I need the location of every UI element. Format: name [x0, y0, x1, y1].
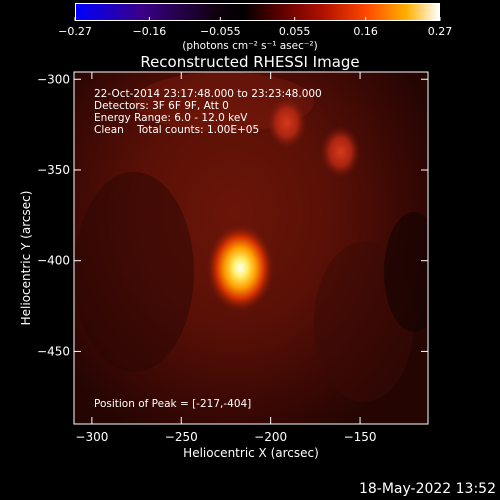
- image-panel: 22-Oct-2014 23:17:48.000 to 23:23:48.000…: [74, 72, 428, 424]
- colorbar: [75, 3, 440, 21]
- y-tick-label: −400: [37, 254, 70, 268]
- heatmap-layer: [74, 72, 428, 402]
- y-tick-label: −450: [37, 344, 70, 358]
- detectors-text: Detectors: 3F 6F 9F, Att 0: [94, 100, 229, 112]
- y-tick-label: −300: [37, 72, 70, 86]
- colorbar-tick-label: −0.055: [200, 25, 241, 38]
- x-tick-label: −300: [75, 430, 108, 444]
- timestamp: 18-May-2022 13:52: [358, 481, 496, 497]
- peak-position-text: Position of Peak = [-217,-404]: [94, 398, 252, 410]
- colorbar-tick-label: 0.16: [353, 25, 378, 38]
- secondary-source: [266, 96, 307, 149]
- y-tick-label: −350: [37, 163, 70, 177]
- plot-frame: [73, 71, 429, 425]
- x-tick-label: −150: [344, 430, 377, 444]
- peak-source: [206, 223, 275, 313]
- secondary-source: [320, 125, 361, 178]
- colorbar-tick-label: 0.27: [428, 25, 453, 38]
- energy-range-text: Energy Range: 6.0 - 12.0 keV: [94, 112, 248, 124]
- colorbar-ticks: −0.27 −0.16 −0.055 0.055 0.16 0.27: [58, 17, 453, 38]
- x-tick-label: −200: [254, 430, 287, 444]
- time-range-text: 22-Oct-2014 23:17:48.000 to 23:23:48.000: [94, 88, 322, 100]
- colorbar-tick-label: 0.055: [279, 25, 311, 38]
- x-axis-label: Heliocentric X (arcsec): [183, 446, 319, 460]
- colorbar-units-label: (photons cm⁻² s⁻¹ asec⁻²): [182, 40, 318, 52]
- chart-title: Reconstructed RHESSI Image: [140, 53, 360, 71]
- colorbar-tick-label: −0.16: [132, 25, 166, 38]
- x-tick-label: −250: [165, 430, 198, 444]
- colorbar-tick-label: −0.27: [58, 25, 92, 38]
- y-axis-label: Heliocentric Y (arcsec): [19, 190, 33, 326]
- clean-counts-text: Clean Total counts: 1.00E+05: [94, 124, 260, 136]
- info-annotation: 22-Oct-2014 23:17:48.000 to 23:23:48.000…: [94, 88, 322, 136]
